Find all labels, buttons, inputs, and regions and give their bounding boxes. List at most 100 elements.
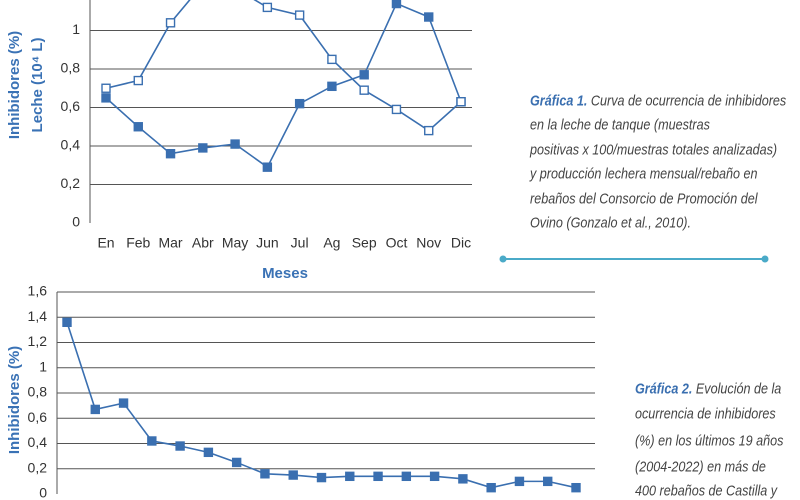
caption-line: (%) en los últimos 19 años (635, 431, 783, 448)
y-tick-label: 0,8 (61, 60, 81, 76)
data-point (147, 436, 157, 446)
data-point (230, 139, 240, 149)
caption-line: rebaños del Consorcio de Promoción del (530, 189, 758, 206)
caption-text: ocurrencia de inhibidores (635, 404, 776, 421)
data-point (203, 447, 214, 458)
caption-line: (2004-2022) en más de (635, 457, 766, 474)
data-point (231, 457, 242, 468)
caption-text: 400 rebaños de Castilla y (635, 481, 778, 498)
data-point (458, 474, 468, 484)
data-point (327, 81, 337, 92)
data-point (262, 162, 273, 172)
x-tick-label: Sep (352, 235, 377, 251)
data-point (101, 83, 111, 93)
caption-line: en la leche de tanque (muestras (530, 115, 710, 132)
data-point (327, 54, 337, 65)
data-point (316, 472, 327, 483)
x-tick-label: En (97, 235, 114, 251)
caption: Gráfica 2. Evolución de la ocurrencia de … (635, 379, 783, 498)
data-point (133, 75, 143, 86)
data-point (198, 143, 208, 153)
x-tick-label: May (222, 235, 248, 251)
caption-text: rebaños del Consorcio de Promoción del (530, 189, 758, 206)
data-point (486, 482, 496, 493)
data-point (514, 476, 525, 487)
y-axis-title: Leche (10⁴ L) (29, 38, 46, 133)
y-axis-title: Inhibidores (%) (6, 31, 23, 139)
caption-line: 400 rebaños de Castilla y (635, 481, 778, 498)
y-tick-label: 1,4 (28, 308, 48, 324)
y-tick-label: 0,4 (61, 137, 81, 153)
x-tick-label: Jul (291, 235, 309, 251)
y-tick-label: 0,6 (28, 409, 48, 425)
y-tick-label: 0 (72, 214, 80, 230)
data-point (62, 317, 72, 327)
caption-line: Ovino (Gonzalo et al., 2010). (530, 213, 691, 230)
caption-text: (2004-2022) en más de (635, 457, 766, 474)
data-point (165, 148, 176, 159)
caption: Gráfica 1. Curva de ocurrencia de inhibi… (529, 91, 786, 230)
divider-dot (761, 255, 769, 263)
x-axis-title: Meses (262, 265, 308, 282)
caption-text: y producción lechera mensual/rebaño en (529, 164, 758, 181)
chart: 00,20,40,60,811,2Inhibidores (%)Leche (1… (6, 0, 786, 282)
series-line (66, 322, 577, 489)
x-tick-label: Mar (158, 235, 182, 251)
data-point (101, 93, 111, 103)
y-tick-label: 0,2 (61, 175, 81, 191)
data-point (391, 104, 402, 115)
data-point (294, 98, 305, 109)
data-point (429, 471, 440, 482)
y-tick-label: 1 (72, 21, 80, 37)
x-tick-label: Feb (126, 235, 150, 251)
data-point (456, 97, 466, 107)
series-line (105, 0, 462, 132)
caption-label: Gráfica 2. (635, 379, 692, 396)
data-point (133, 122, 143, 132)
y-tick-label: 1 (39, 358, 47, 374)
data-point (165, 18, 176, 28)
caption-text: (%) en los últimos 19 años (635, 431, 783, 448)
data-point (288, 470, 298, 480)
series-line (105, 2, 462, 169)
caption-text: Curva de ocurrencia de inhibidores (587, 91, 786, 108)
divider (499, 255, 769, 263)
data-point (424, 125, 434, 136)
x-tick-label: Ag (323, 235, 340, 251)
data-point (359, 70, 369, 80)
y-tick-label: 0,4 (28, 434, 48, 450)
chart: 0 0,2 0,4 0,6 0,8 1 1,2 1,4 1,6 Inhibidores (%) Gr… (6, 283, 783, 500)
data-point (260, 469, 270, 479)
data-point (571, 482, 581, 493)
caption-line: Gráfica 2. Evolución de la (635, 379, 782, 396)
data-point (359, 85, 369, 95)
data-point (543, 476, 553, 487)
caption-text: positivas x 100/muestras totales analiza… (529, 140, 777, 157)
y-tick-label: 1,6 (28, 283, 48, 299)
data-point (345, 471, 355, 482)
x-tick-label: Oct (386, 235, 408, 251)
data-point (391, 0, 402, 9)
caption-text: en la leche de tanque (muestras (530, 115, 710, 132)
data-point (118, 398, 129, 408)
caption-text: Evolución de la (692, 379, 781, 396)
data-point (262, 2, 273, 13)
caption-line: ocurrencia de inhibidores (635, 404, 776, 421)
caption-label: Gráfica 1. (530, 91, 587, 108)
data-point (373, 471, 383, 482)
y-tick-label: 0 (39, 485, 47, 500)
data-point (175, 441, 185, 451)
caption-line: y producción lechera mensual/rebaño en (529, 164, 758, 181)
y-axis-title: Inhibidores (%) (6, 346, 23, 454)
caption-text: Ovino (Gonzalo et al., 2010). (530, 213, 691, 230)
y-tick-label: 0,8 (28, 384, 48, 400)
data-point (401, 471, 412, 482)
data-point (294, 10, 305, 20)
data-point (424, 12, 434, 22)
data-point (90, 404, 100, 415)
y-tick-label: 0,6 (61, 98, 81, 114)
divider-dot (499, 255, 507, 263)
y-tick-label: 0,2 (28, 459, 48, 475)
